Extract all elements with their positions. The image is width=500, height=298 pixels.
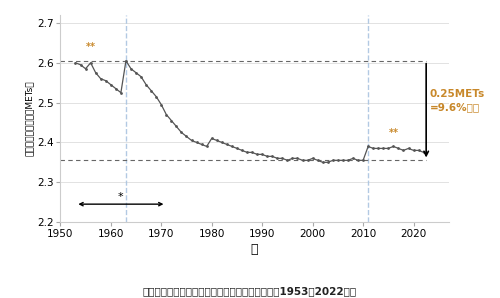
Text: 日本における全職業の平均身体活動強度の推移（1953～2022年）: 日本における全職業の平均身体活動強度の推移（1953～2022年） [143, 286, 357, 297]
Text: **: ** [388, 128, 398, 138]
Text: *: * [118, 192, 124, 202]
Text: **: ** [86, 42, 96, 52]
Y-axis label: 平均身体活動強度（METs）: 平均身体活動強度（METs） [25, 81, 34, 156]
X-axis label: 年: 年 [251, 243, 258, 256]
Text: 0.25METs
=9.6%減少: 0.25METs =9.6%減少 [430, 89, 485, 112]
